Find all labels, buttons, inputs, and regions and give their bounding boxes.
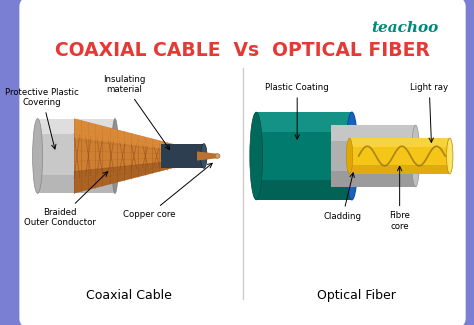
Text: COAXIAL CABLE  Vs  OPTICAL FIBER: COAXIAL CABLE Vs OPTICAL FIBER	[55, 41, 430, 60]
Ellipse shape	[33, 119, 43, 193]
Text: Copper core: Copper core	[123, 163, 212, 219]
Polygon shape	[331, 125, 416, 187]
Ellipse shape	[411, 125, 419, 187]
Ellipse shape	[346, 112, 358, 200]
Polygon shape	[256, 112, 352, 132]
Polygon shape	[349, 138, 450, 147]
Polygon shape	[197, 151, 218, 161]
Ellipse shape	[111, 119, 118, 193]
Text: Protective Plastic
Covering: Protective Plastic Covering	[5, 88, 79, 149]
Polygon shape	[74, 159, 188, 193]
Text: Braided
Outer Conductor: Braided Outer Conductor	[25, 172, 108, 227]
Polygon shape	[349, 165, 450, 174]
Text: Plastic Coating: Plastic Coating	[265, 83, 329, 139]
FancyBboxPatch shape	[19, 0, 465, 325]
Text: Light ray: Light ray	[410, 83, 448, 142]
Text: Cladding: Cladding	[324, 173, 362, 221]
Polygon shape	[256, 180, 352, 200]
Text: teachoo: teachoo	[371, 21, 438, 35]
Ellipse shape	[201, 144, 207, 168]
Polygon shape	[74, 119, 188, 152]
Polygon shape	[161, 144, 204, 168]
Ellipse shape	[347, 125, 357, 187]
Polygon shape	[74, 119, 188, 193]
Ellipse shape	[250, 112, 263, 200]
Polygon shape	[37, 119, 115, 134]
Ellipse shape	[346, 138, 353, 174]
Ellipse shape	[447, 138, 453, 174]
Ellipse shape	[215, 154, 220, 158]
Polygon shape	[256, 112, 352, 200]
Text: Coaxial Cable: Coaxial Cable	[86, 289, 172, 302]
Polygon shape	[37, 119, 115, 193]
Polygon shape	[331, 172, 416, 187]
Text: Optical Fiber: Optical Fiber	[317, 289, 396, 302]
Text: Insulating
material: Insulating material	[103, 75, 170, 150]
Text: Fibre
core: Fibre core	[389, 166, 410, 231]
Polygon shape	[37, 175, 115, 193]
Polygon shape	[331, 125, 416, 140]
Polygon shape	[349, 138, 450, 174]
